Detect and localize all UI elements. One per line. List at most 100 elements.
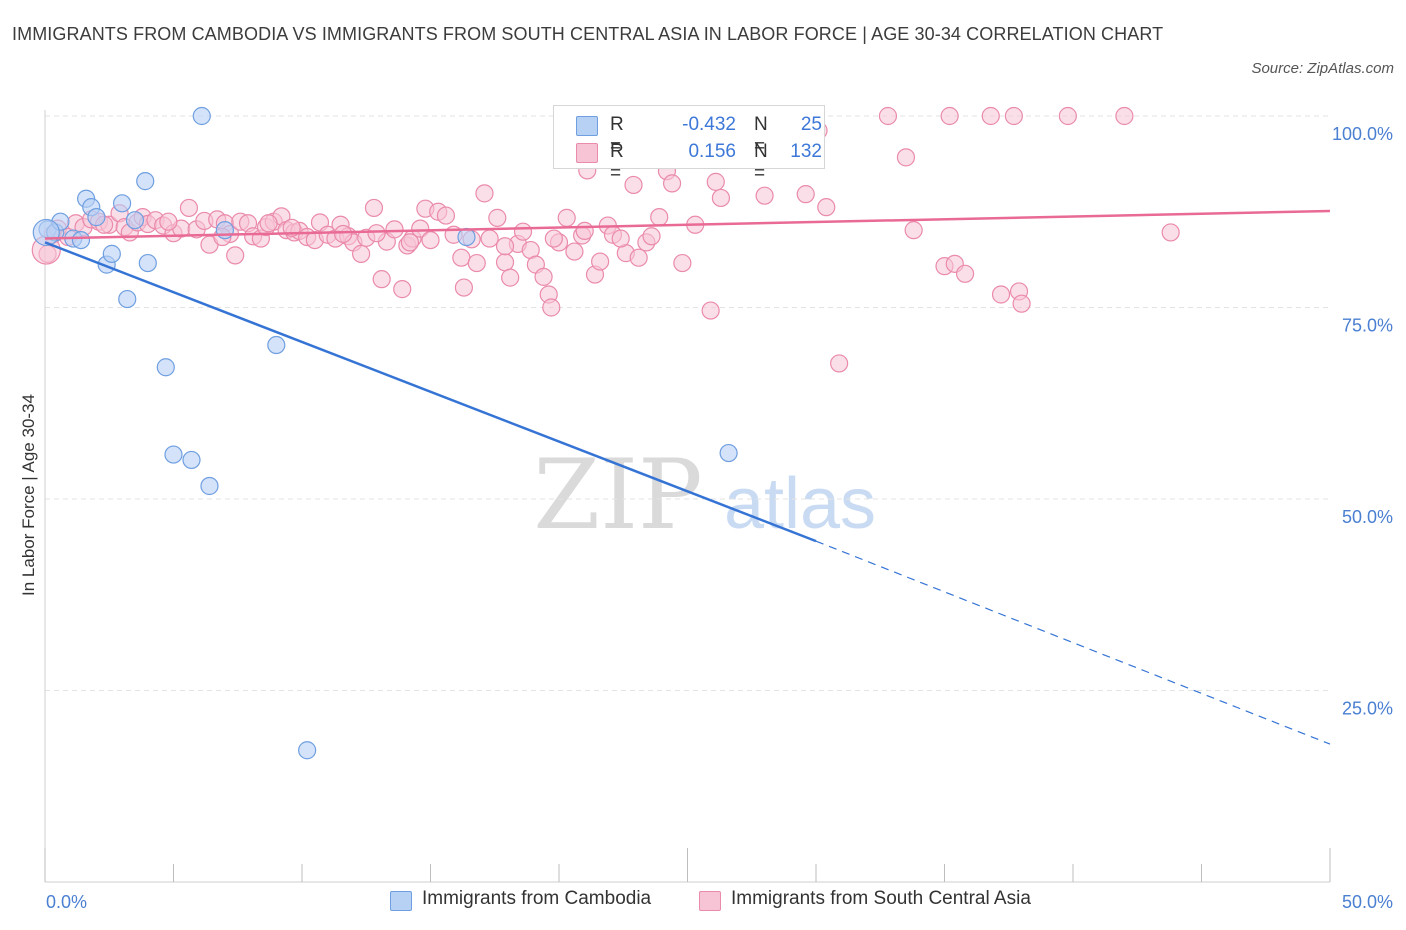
- sca-point: [372, 270, 391, 289]
- cambodia-point: [112, 194, 132, 213]
- sca-point: [642, 227, 661, 246]
- sca-point: [364, 198, 384, 218]
- watermark-zip: ZIP: [533, 439, 702, 551]
- sca-point: [565, 242, 584, 261]
- cambodia-point: [32, 218, 60, 247]
- cambodia-point: [125, 211, 145, 230]
- sca-point: [591, 252, 610, 271]
- legend-swatch-sca: [576, 143, 598, 163]
- sca-point: [393, 280, 412, 299]
- sca-point: [955, 264, 975, 283]
- sca-point: [436, 206, 456, 225]
- sca-point: [755, 186, 774, 205]
- sca-point: [557, 208, 576, 227]
- cambodia-point: [102, 244, 121, 263]
- y-axis-label: In Labor Force | Age 30-34: [19, 394, 38, 596]
- cambodia-point: [164, 445, 183, 464]
- sca-point: [467, 253, 486, 273]
- legend-swatch-cambodia: [576, 116, 598, 136]
- trend-lines: [44, 209, 1331, 745]
- y-tick-label: 50.0%: [1342, 507, 1393, 527]
- cambodia-point: [71, 230, 91, 250]
- tick-labels: 25.0% 50.0% 75.0% 100.0% 0.0% 50.0%: [46, 124, 1393, 912]
- sca-point: [421, 230, 440, 250]
- sca-point: [259, 214, 278, 233]
- cambodia-trend-line: [44, 241, 817, 543]
- sca-point: [575, 221, 594, 240]
- sca-point: [179, 198, 199, 218]
- sca-point: [452, 248, 471, 267]
- sca-point: [796, 185, 815, 204]
- sca-point: [817, 198, 836, 217]
- cambodia-point: [156, 358, 175, 377]
- cambodia-point: [298, 741, 317, 760]
- cambodia-point: [192, 106, 211, 126]
- cambodia-point: [118, 289, 137, 309]
- sca-point: [488, 208, 507, 227]
- sca-point: [513, 222, 533, 241]
- sca-point: [501, 268, 520, 287]
- sca-point: [226, 246, 245, 265]
- legend-n-value-cambodia: 25: [800, 114, 822, 135]
- sca-point: [454, 278, 474, 297]
- sca-point: [159, 212, 178, 231]
- sca-point: [624, 175, 643, 195]
- sca-point: [1161, 223, 1180, 242]
- y-tick-label: 75.0%: [1342, 316, 1393, 336]
- sca-trend-line: [44, 209, 1331, 240]
- cambodia-point: [138, 253, 157, 273]
- sca-point: [611, 229, 630, 248]
- correlation-legend: R = -0.432 N = 25 R = 0.156 N = 132: [553, 105, 825, 184]
- legend-r-value-sca: 0.156: [688, 141, 736, 162]
- sca-point: [480, 229, 499, 248]
- cambodia-point: [267, 335, 286, 355]
- sca-point: [904, 221, 923, 240]
- sca-point: [1058, 106, 1077, 126]
- sca-point: [385, 220, 404, 239]
- sca-point: [878, 106, 898, 126]
- x-tick-label: 50.0%: [1342, 892, 1393, 912]
- sca-point: [701, 301, 720, 320]
- sca-point: [896, 148, 916, 167]
- sca-point: [352, 244, 371, 263]
- sca-point: [650, 208, 669, 227]
- sca-point: [495, 253, 515, 272]
- legend-r-label: R =: [610, 114, 624, 157]
- sca-point: [367, 224, 386, 243]
- watermark-atlas: atlas: [724, 464, 876, 544]
- legend-n-label: N =: [754, 114, 768, 157]
- sca-point: [629, 248, 648, 267]
- series-label-cambodia: Immigrants from Cambodia: [422, 888, 652, 909]
- sca-point: [475, 184, 494, 203]
- cambodia-point: [215, 221, 234, 240]
- chart-title: IMMIGRANTS FROM CAMBODIA VS IMMIGRANTS F…: [12, 24, 1164, 44]
- sca-point: [673, 253, 692, 273]
- x-tick-label: 0.0%: [46, 892, 87, 912]
- legend-n-value-sca: 132: [790, 141, 822, 162]
- sca-point: [940, 106, 959, 126]
- y-tick-label: 25.0%: [1342, 699, 1393, 719]
- sca-point: [1012, 294, 1031, 313]
- sca-point: [991, 285, 1011, 304]
- cambodia-point: [182, 450, 201, 470]
- cambodia-point: [719, 443, 738, 463]
- y-tick-label: 100.0%: [1332, 124, 1393, 144]
- sca-point: [400, 233, 420, 252]
- watermark: ZIP atlas: [533, 439, 876, 551]
- sca-point: [830, 354, 849, 373]
- series-swatch-cambodia: [390, 891, 412, 911]
- cambodia-trend-extension: [815, 540, 1331, 745]
- cambodia-point: [457, 227, 476, 247]
- sca-point: [544, 229, 563, 248]
- sca-point: [662, 174, 682, 193]
- sca-point: [334, 224, 353, 244]
- cambodia-point: [200, 476, 219, 496]
- sca-point: [534, 267, 553, 286]
- series-legend: Immigrants from Cambodia Immigrants from…: [0, 888, 1406, 916]
- legend-r-value-cambodia: -0.432: [682, 114, 736, 135]
- cambodia-point: [136, 172, 155, 191]
- legend-r-label: R =: [610, 141, 624, 184]
- series-swatch-sca: [699, 891, 721, 911]
- source-note: Source: ZipAtlas.com: [1251, 60, 1394, 77]
